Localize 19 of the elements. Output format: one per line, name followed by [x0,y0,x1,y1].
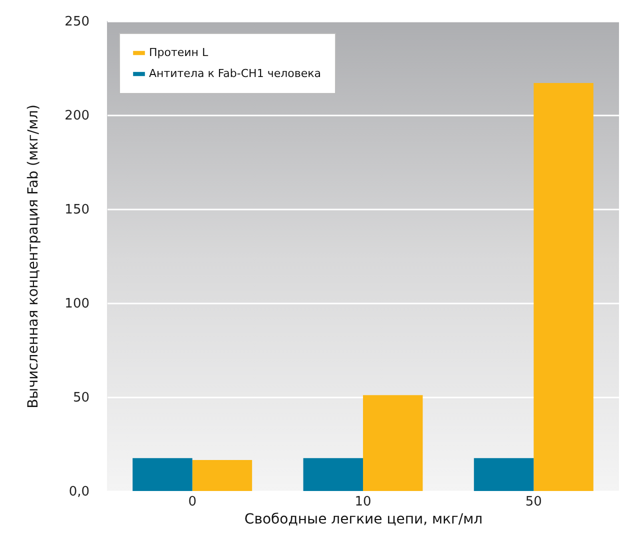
bar [474,458,534,491]
y-tick-label: 100 [64,296,90,312]
x-axis-title: Свободные легкие цепи, мкг/мл [244,512,483,528]
y-tick-label: 250 [64,14,90,30]
y-tick-label: 50 [72,390,90,406]
bar [303,458,363,491]
y-tick-label: 150 [64,202,90,218]
legend-label: Протеин L [149,46,209,59]
y-tick-label: 200 [64,108,90,124]
bar [192,460,252,491]
legend-label: Антитела к Fab-CH1 человека [149,67,321,80]
bar [534,83,594,491]
x-tick-label: 50 [525,494,542,510]
y-tick-label: 0,0 [68,484,90,500]
x-tick-label: 10 [354,494,372,510]
y-axis-title: Вычисленная концентрация Fab (мкг/мл) [26,104,42,408]
bar [132,458,192,491]
bar [363,395,423,491]
x-tick-label: 0 [188,494,196,510]
